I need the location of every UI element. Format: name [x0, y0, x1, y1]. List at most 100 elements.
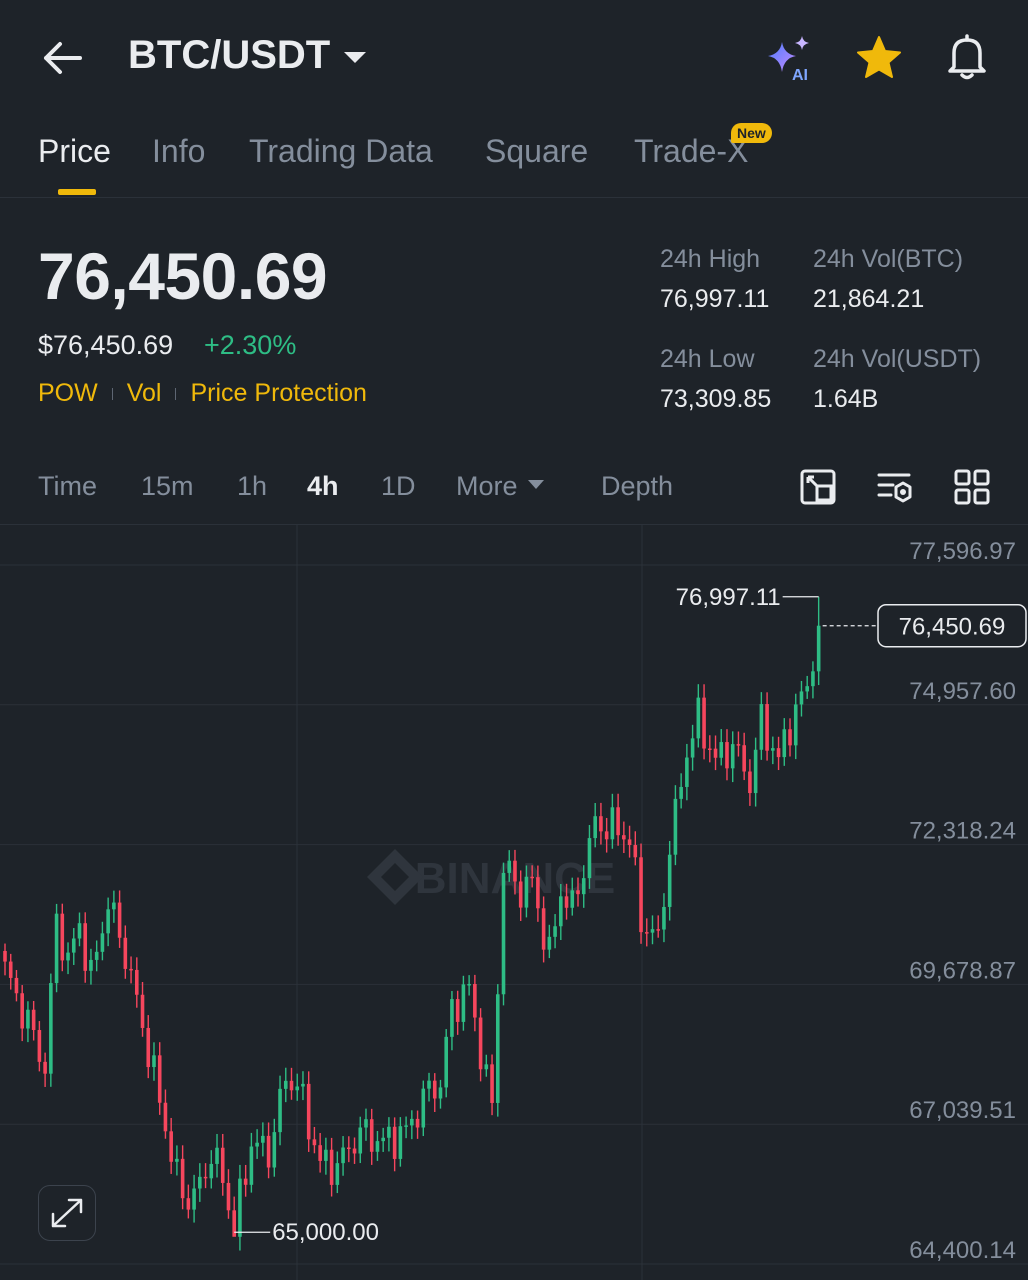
candle-body — [639, 857, 643, 933]
candle-body — [513, 860, 517, 882]
candle-body — [180, 1158, 185, 1199]
candle-body — [696, 697, 701, 739]
candle-body — [438, 1087, 443, 1099]
y-axis-labels: 77,596.97 74,957.60 72,318.24 69,678.87 67,0… — [909, 538, 1016, 1264]
candle-body — [478, 1017, 483, 1070]
candle-body — [805, 686, 809, 692]
candle-body — [673, 798, 678, 855]
y-axis-label: 72,318.24 — [909, 818, 1016, 845]
binance-logo-watermark — [367, 849, 423, 905]
candle-body — [66, 952, 70, 961]
interval-more-label: More — [456, 471, 518, 501]
candle-body — [129, 968, 133, 971]
candle-body — [616, 807, 620, 836]
bell-icon[interactable] — [940, 31, 994, 83]
tag-row: POW Vol Price Protection — [38, 379, 367, 408]
fullscreen-button[interactable] — [38, 1185, 96, 1241]
new-badge: New — [731, 123, 772, 143]
candle-body — [799, 691, 804, 705]
ai-sparkle-icon[interactable]: AI — [764, 34, 818, 84]
tag-pow[interactable]: POW — [38, 379, 98, 407]
chevron-down-icon — [344, 52, 367, 63]
expand-icon — [51, 1198, 83, 1228]
candle-body — [501, 872, 506, 995]
candle-body — [157, 1055, 162, 1103]
interval-time[interactable]: Time — [38, 471, 97, 501]
candle-body — [507, 860, 512, 873]
candle-body — [289, 1080, 294, 1091]
candle-body — [547, 936, 552, 950]
candle-body — [295, 1086, 300, 1091]
current-price-box — [877, 603, 1027, 648]
star-icon[interactable] — [852, 33, 906, 83]
candle-body — [312, 1139, 317, 1146]
candle-body — [112, 902, 116, 910]
candle-body — [816, 625, 821, 672]
candle-body — [541, 908, 546, 950]
price-markers: 76,997.11 65,000.00 76,450.69 — [234, 584, 1027, 1246]
candle-body — [301, 1083, 305, 1087]
interval-1d[interactable]: 1D — [381, 471, 416, 501]
indicator-settings-icon[interactable] — [875, 467, 915, 507]
candle-body — [318, 1145, 322, 1161]
candle-body — [719, 742, 724, 758]
y-axis-label: 64,400.14 — [909, 1237, 1016, 1264]
interval-more[interactable]: More — [456, 471, 544, 502]
candle-body — [306, 1083, 311, 1140]
chart-settings-icon[interactable] — [798, 467, 838, 507]
divider — [111, 387, 113, 400]
y-axis-label: 77,596.97 — [909, 538, 1016, 565]
candle-body — [238, 1178, 242, 1237]
candle-body — [37, 1030, 42, 1062]
candle-body — [679, 786, 683, 799]
vol-usdt-value: 1.64B — [813, 385, 879, 413]
candle-body — [415, 1118, 420, 1128]
candle-body — [765, 704, 769, 751]
tag-vol[interactable]: Vol — [126, 379, 162, 407]
pair-selector[interactable]: BTC/USDT — [128, 33, 367, 78]
candle-body — [421, 1088, 426, 1128]
tab-price[interactable]: Price — [38, 133, 111, 169]
high-value: 76,997.11 — [660, 285, 770, 313]
candle-body — [358, 1127, 363, 1154]
tab-trading-data[interactable]: Trading Data — [249, 133, 433, 169]
interval-depth[interactable]: Depth — [601, 471, 674, 501]
candle-body — [742, 745, 746, 772]
candle-body — [387, 1126, 391, 1138]
candle-body — [398, 1126, 403, 1159]
candle-body — [650, 929, 655, 933]
candle-body — [610, 807, 615, 840]
candle-body — [427, 1080, 431, 1089]
current-price-label: 76,450.69 — [899, 614, 1006, 641]
interval-4h[interactable]: 4h — [307, 471, 339, 501]
layout-grid-icon[interactable] — [952, 467, 992, 507]
tab-square[interactable]: Square — [485, 133, 589, 169]
candle-body — [352, 1148, 357, 1154]
candle-body — [622, 835, 626, 840]
candle-body — [375, 1141, 380, 1152]
candle-body — [444, 1036, 449, 1088]
candle-body — [644, 932, 649, 934]
candle-body — [169, 1131, 173, 1162]
interval-15m[interactable]: 15m — [141, 471, 194, 501]
candle-body — [3, 950, 7, 962]
candle-body — [134, 969, 139, 995]
tab-info[interactable]: Info — [152, 133, 206, 169]
candle-body — [530, 876, 534, 879]
candle-body — [83, 923, 88, 971]
candle-body — [209, 1163, 214, 1179]
candle-body — [283, 1080, 288, 1089]
candlestick-chart[interactable]: BINANCE 77,596.9774,957.6072,318.2469,67… — [0, 525, 1028, 1280]
candle-body — [94, 951, 99, 960]
tab-trade-x[interactable]: Trade-X — [634, 133, 749, 169]
candle-body — [432, 1080, 437, 1099]
candle-body — [335, 1163, 340, 1185]
tab-bar: Price Info Trading Data Square Trade-X — [0, 115, 1028, 198]
candle-body — [89, 959, 93, 971]
candle-body — [581, 878, 586, 895]
tag-price-protection[interactable]: Price Protection — [190, 379, 367, 407]
interval-1h[interactable]: 1h — [237, 471, 268, 501]
candle-body — [215, 1147, 219, 1164]
back-arrow-icon[interactable] — [38, 36, 86, 80]
candle-body — [656, 929, 661, 931]
